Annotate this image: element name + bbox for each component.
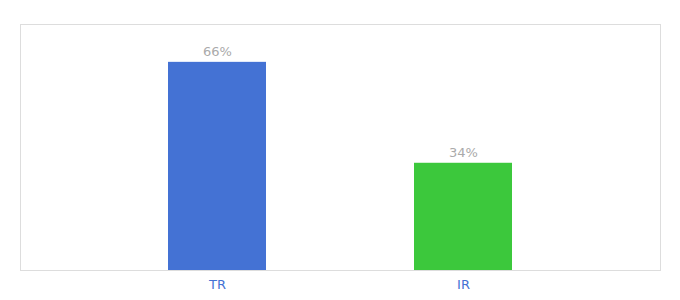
svg-text:IR: IR — [457, 277, 470, 292]
svg-text:TR: TR — [208, 277, 226, 292]
svg-text:34%: 34% — [449, 145, 478, 160]
svg-text:66%: 66% — [203, 44, 232, 59]
